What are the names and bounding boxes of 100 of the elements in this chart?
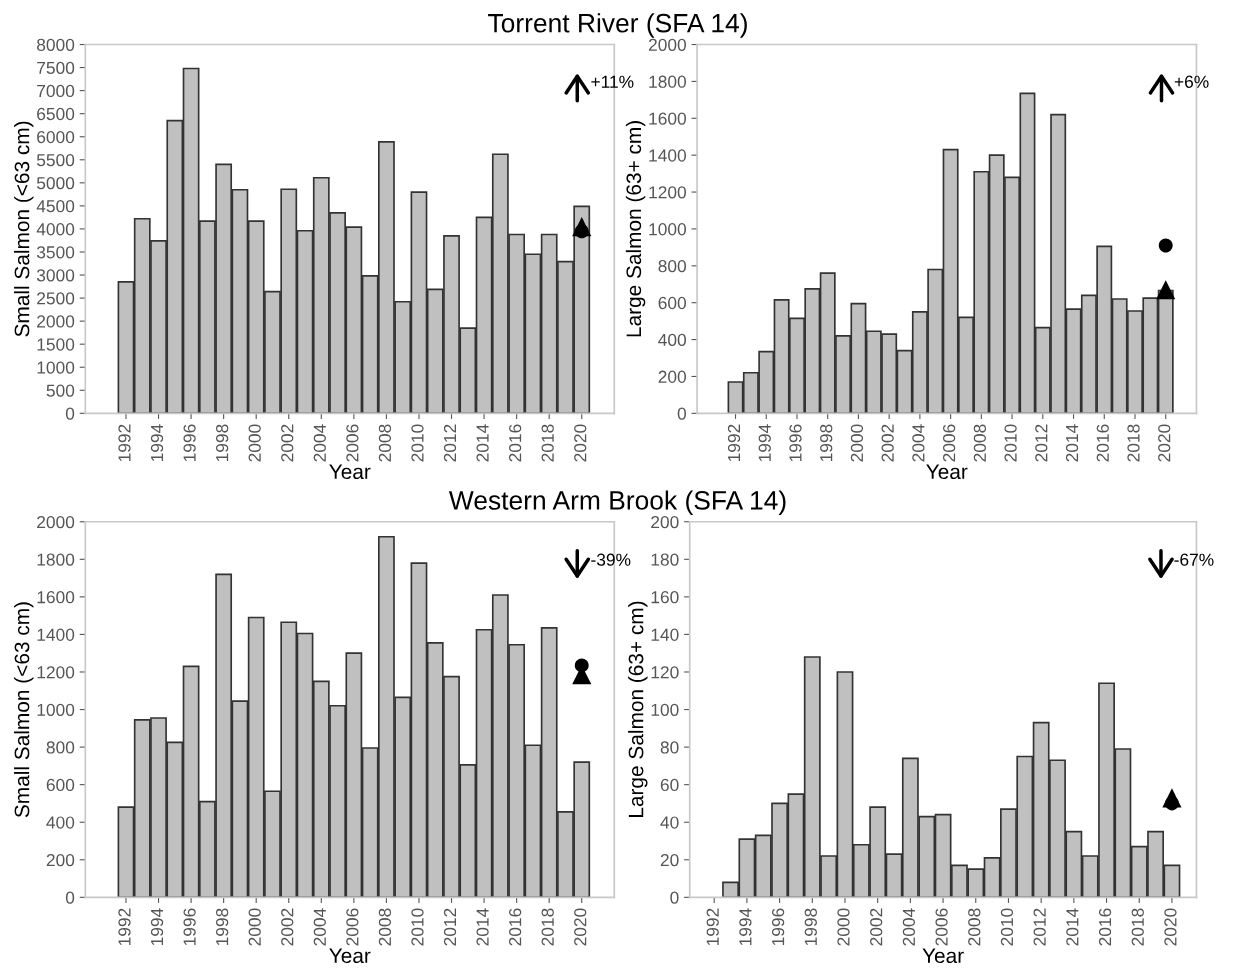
y-axis-title: Large Salmon (63+ cm) [625, 121, 646, 337]
y-tick-label: 100 [651, 703, 679, 717]
annotation: -67% [1174, 553, 1214, 566]
x-axis-title: Year [329, 464, 371, 480]
y-tick-label: 0 [670, 891, 679, 904]
y-tick-label: 5500 [36, 153, 75, 167]
y-tick-label: 1600 [37, 591, 75, 604]
x-tick-label: 1992 [118, 424, 131, 462]
y-tick-label: 4000 [36, 223, 75, 236]
y-tick-label: 3500 [36, 246, 75, 259]
y-tick-label: 600 [46, 778, 75, 792]
y-tick-label: 800 [46, 741, 75, 754]
y-axis-title: Large Salmon (63+ cm) [628, 601, 648, 817]
annotation: +11% [591, 75, 634, 88]
x-tick-label: 1998 [216, 424, 229, 462]
x-tick-label: 2016 [509, 424, 522, 462]
x-tick-label: 2004 [313, 424, 326, 462]
y-tick-label: 1200 [37, 666, 75, 679]
x-axis-title: Year [329, 948, 371, 964]
y-tick-label: 1400 [37, 628, 75, 641]
x-tick-label: 2020 [1164, 908, 1177, 946]
y-tick-label: 7500 [37, 61, 75, 75]
x-tick-label: 2004 [313, 908, 326, 946]
x-tick-label: 2010 [1000, 908, 1014, 946]
x-tick-label: 2006 [935, 908, 948, 946]
x-tick-label: 1998 [820, 424, 833, 462]
x-tick-label: 2002 [281, 424, 294, 462]
x-tick-label: 1996 [183, 908, 196, 946]
x-tick-label: 2000 [248, 908, 261, 946]
x-tick-label: 2014 [476, 908, 489, 946]
y-tick-label: 180 [651, 553, 679, 566]
y-tick-label: 200 [651, 515, 679, 529]
y-tick-label: 120 [651, 666, 679, 679]
x-tick-label: 1992 [706, 908, 719, 946]
x-tick-label: 2018 [541, 424, 554, 462]
x-tick-label: 2008 [973, 424, 987, 462]
x-tick-label: 2012 [1033, 908, 1046, 946]
y-tick-label: 60 [660, 778, 679, 792]
annotation: +6% [1174, 75, 1209, 88]
y-tick-label: 2000 [648, 38, 687, 51]
x-tick-label: 1996 [183, 424, 196, 462]
x-tick-label: 2002 [870, 908, 883, 946]
x-tick-label: 2016 [1098, 908, 1112, 946]
y-tick-label: 800 [658, 259, 687, 273]
y-tick-label: 5000 [36, 177, 75, 190]
x-axis-title: Year [926, 464, 968, 480]
y-tick-label: 140 [651, 628, 679, 641]
x-tick-label: 2018 [541, 908, 554, 946]
y-tick-label: 200 [46, 853, 75, 867]
x-tick-label: 1998 [804, 908, 817, 946]
x-tick-label: 2010 [411, 908, 424, 946]
y-tick-label: 1500 [37, 338, 75, 351]
x-tick-label: 2016 [509, 908, 522, 946]
x-tick-label: 1998 [216, 908, 229, 946]
y-axis-title: Small Salmon (<63 cm) [14, 602, 34, 818]
y-tick-label: 6500 [37, 107, 75, 121]
y-tick-label: 0 [65, 407, 75, 420]
x-tick-label: 2000 [837, 908, 850, 946]
x-tick-label: 2000 [850, 424, 864, 462]
y-tick-label: 1000 [37, 361, 75, 374]
x-tick-label: 2004 [912, 424, 925, 462]
y-tick-label: 6000 [37, 130, 75, 144]
x-tick-label: 1992 [118, 908, 131, 946]
chart-title: Western Arm Brook (SFA 14) [448, 490, 786, 515]
x-tick-label: 2010 [411, 424, 424, 462]
x-tick-label: 2002 [881, 424, 894, 462]
x-tick-label: 2014 [1065, 424, 1079, 462]
annotation: -39% [591, 553, 631, 566]
y-tick-label: 3000 [36, 269, 75, 282]
chart-title: Torrent River (SFA 14) [488, 13, 747, 38]
x-tick-label: 1992 [727, 424, 741, 462]
x-tick-label: 2020 [1158, 424, 1171, 462]
y-tick-label: 1200 [649, 186, 687, 199]
x-tick-label: 2012 [443, 908, 457, 946]
y-tick-label: 0 [677, 407, 687, 420]
y-tick-label: 500 [46, 384, 75, 397]
x-tick-label: 1994 [739, 908, 752, 946]
y-tick-label: 1800 [37, 553, 75, 566]
x-tick-label: 2008 [378, 424, 392, 462]
y-tick-label: 7000 [37, 84, 75, 98]
x-tick-label: 2018 [1127, 424, 1140, 462]
y-tick-label: 160 [651, 591, 679, 604]
x-tick-label: 2020 [574, 424, 587, 462]
x-tick-label: 2010 [1004, 424, 1017, 462]
x-tick-label: 2012 [443, 424, 457, 462]
y-tick-label: 2000 [37, 515, 75, 529]
x-tick-label: 2014 [476, 424, 489, 462]
y-tick-label: 600 [658, 296, 687, 310]
x-tick-label: 2020 [574, 908, 587, 946]
y-tick-label: 2500 [37, 292, 75, 305]
y-tick-label: 1000 [649, 223, 687, 236]
y-axis-title: Small Salmon (<63 cm) [14, 121, 34, 337]
y-tick-label: 8000 [37, 38, 75, 51]
y-tick-label: 400 [658, 333, 687, 347]
x-tick-label: 2016 [1096, 424, 1109, 462]
x-tick-label: 2004 [902, 908, 916, 946]
x-tick-label: 1994 [758, 424, 771, 462]
x-tick-label: 1996 [771, 908, 785, 946]
y-tick-label: 200 [658, 370, 687, 383]
y-tick-label: 1400 [649, 149, 687, 162]
